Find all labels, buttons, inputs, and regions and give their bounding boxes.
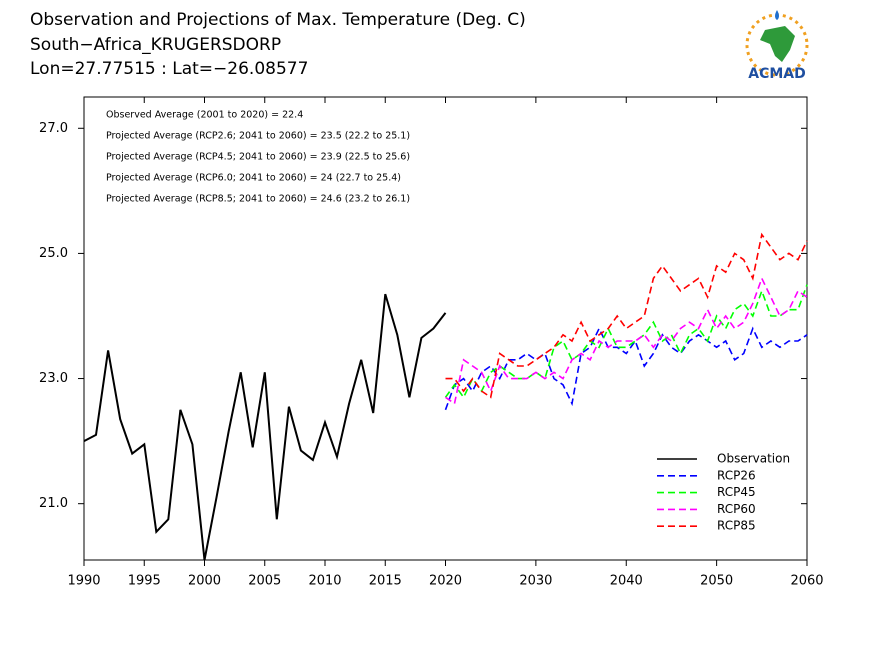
x-tick-label: 2010 bbox=[308, 574, 341, 589]
x-tick-label: 2050 bbox=[700, 574, 733, 589]
series-line bbox=[445, 276, 808, 405]
logo-drop bbox=[775, 10, 779, 20]
logo-text: ACMAD bbox=[748, 66, 806, 82]
chart-subtitle: South−Africa_KRUGERSDORP bbox=[30, 35, 281, 55]
x-tick-label: 2060 bbox=[790, 574, 823, 589]
x-tick-label: 2000 bbox=[188, 574, 221, 589]
legend-label: RCP85 bbox=[717, 519, 756, 533]
logo: ACMAD bbox=[745, 10, 809, 82]
annotation: Projected Average (RCP6.0; 2041 to 2060)… bbox=[106, 173, 401, 184]
location: Lon=27.77515 : Lat=−26.08577 bbox=[30, 59, 308, 79]
y-tick-label: 27.0 bbox=[39, 121, 68, 136]
x-tick-label: 1990 bbox=[67, 574, 100, 589]
y-tick-label: 21.0 bbox=[39, 496, 68, 511]
series-line bbox=[83, 293, 447, 561]
y-tick-label: 25.0 bbox=[39, 246, 68, 261]
legend-label: RCP60 bbox=[717, 502, 756, 516]
x-tick-label: 2005 bbox=[248, 574, 281, 589]
x-tick-label: 2020 bbox=[429, 574, 462, 589]
logo-africa bbox=[760, 26, 795, 62]
chart-title: Observation and Projections of Max. Temp… bbox=[30, 10, 526, 30]
x-tick-label: 1995 bbox=[128, 574, 161, 589]
series-line bbox=[444, 326, 808, 411]
y-tick-label: 23.0 bbox=[39, 371, 68, 386]
annotation: Projected Average (RCP4.5; 2041 to 2060)… bbox=[106, 152, 410, 163]
series-line bbox=[444, 284, 808, 399]
series-line bbox=[445, 232, 808, 399]
x-tick-label: 2040 bbox=[610, 574, 643, 589]
annotation: Projected Average (RCP8.5; 2041 to 2060)… bbox=[106, 194, 410, 205]
x-tick-label: 2030 bbox=[519, 574, 552, 589]
legend-label: Observation bbox=[717, 452, 790, 466]
x-tick-label: 2015 bbox=[369, 574, 402, 589]
legend-label: RCP45 bbox=[717, 485, 756, 499]
annotation: Observed Average (2001 to 2020) = 22.4 bbox=[106, 110, 303, 121]
legend-label: RCP26 bbox=[717, 468, 756, 482]
annotation: Projected Average (RCP2.6; 2041 to 2060)… bbox=[106, 131, 410, 142]
